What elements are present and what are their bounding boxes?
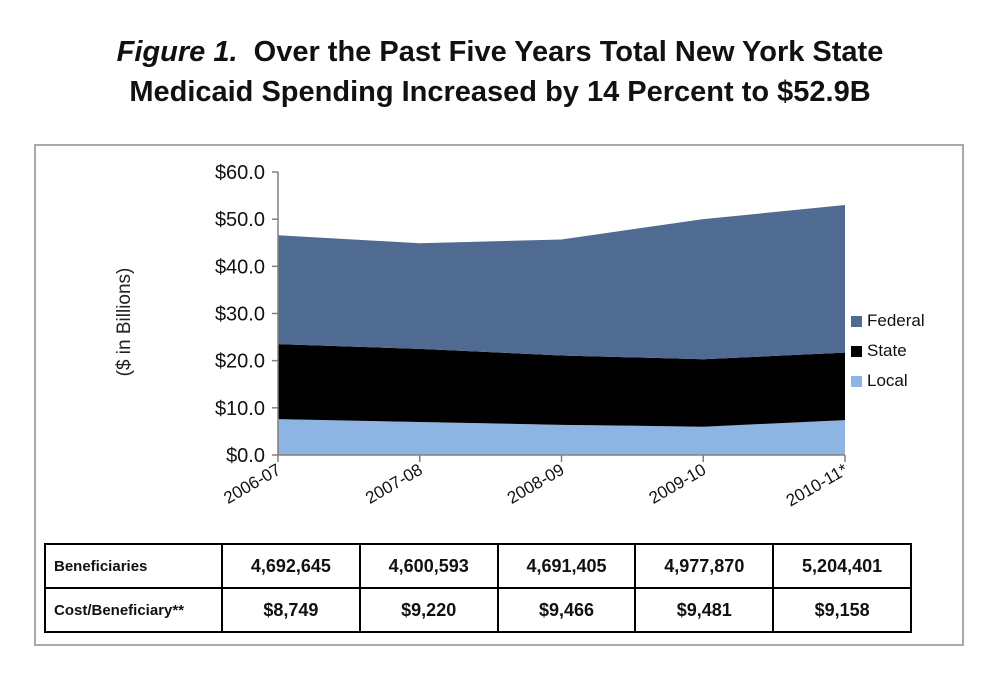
legend-item-federal: Federal: [851, 306, 925, 336]
table-cell: $9,466: [496, 587, 637, 633]
legend-swatch: [851, 375, 862, 387]
table-cell: 4,977,870: [634, 543, 775, 589]
title-line-2: Medicaid Spending Increased by 14 Percen…: [129, 76, 871, 108]
y-axis-label: ($ in Billions): [114, 267, 135, 377]
legend-item-local: Local: [851, 366, 925, 396]
area-federal: [278, 205, 845, 360]
chart-title: Figure 1. Over the Past Five Years Total…: [0, 32, 1000, 112]
legend-swatch: [851, 345, 862, 357]
x-tick-label: 2007-08: [362, 460, 426, 508]
row-header: Cost/Beneficiary**: [44, 587, 223, 633]
table-cell: $8,749: [221, 587, 361, 633]
table-row: Cost/Beneficiary** $8,749 $9,220 $9,466 $9,4…: [44, 587, 912, 633]
legend-swatch: [851, 315, 862, 327]
legend-label: Federal: [867, 311, 925, 330]
table-cell: 4,692,645: [221, 543, 361, 589]
y-tick-label: $40.0: [215, 256, 265, 278]
table-cell: $9,158: [772, 587, 912, 633]
title-line-1-text: Over the Past Five Years Total New York …: [253, 36, 884, 68]
table-cell: 4,600,593: [358, 543, 499, 589]
chart-legend: Federal State Local: [851, 306, 925, 396]
table-cell: 5,204,401: [772, 543, 912, 589]
x-tick-label: 2006-07: [220, 460, 284, 508]
y-tick-label: $50.0: [215, 209, 265, 231]
table-row: Beneficiaries 4,692,645 4,600,593 4,691,405…: [44, 543, 912, 589]
data-table: Beneficiaries 4,692,645 4,600,593 4,691,405…: [44, 543, 912, 633]
row-header: Beneficiaries: [44, 543, 223, 589]
table-cell: $9,481: [634, 587, 775, 633]
y-tick-label: $60.0: [215, 162, 265, 184]
legend-label: State: [867, 341, 907, 360]
table-cell: 4,691,405: [496, 543, 637, 589]
x-tick-label: 2009-10: [646, 460, 710, 508]
figure-label: Figure 1.: [116, 36, 238, 68]
y-tick-label: $30.0: [215, 304, 265, 326]
title-line-1: Figure 1. Over the Past Five Years Total…: [0, 32, 1000, 72]
area-state: [278, 344, 845, 427]
y-tick-label: $20.0: [215, 351, 265, 373]
x-tick-label: 2008-09: [504, 460, 568, 508]
legend-item-state: State: [851, 336, 925, 366]
area-local: [278, 419, 845, 455]
y-tick-label: $0.0: [226, 445, 265, 467]
legend-label: Local: [867, 371, 908, 390]
y-tick-label: $10.0: [215, 398, 265, 420]
x-tick-label: 2010-11*: [783, 460, 851, 511]
table-cell: $9,220: [358, 587, 499, 633]
